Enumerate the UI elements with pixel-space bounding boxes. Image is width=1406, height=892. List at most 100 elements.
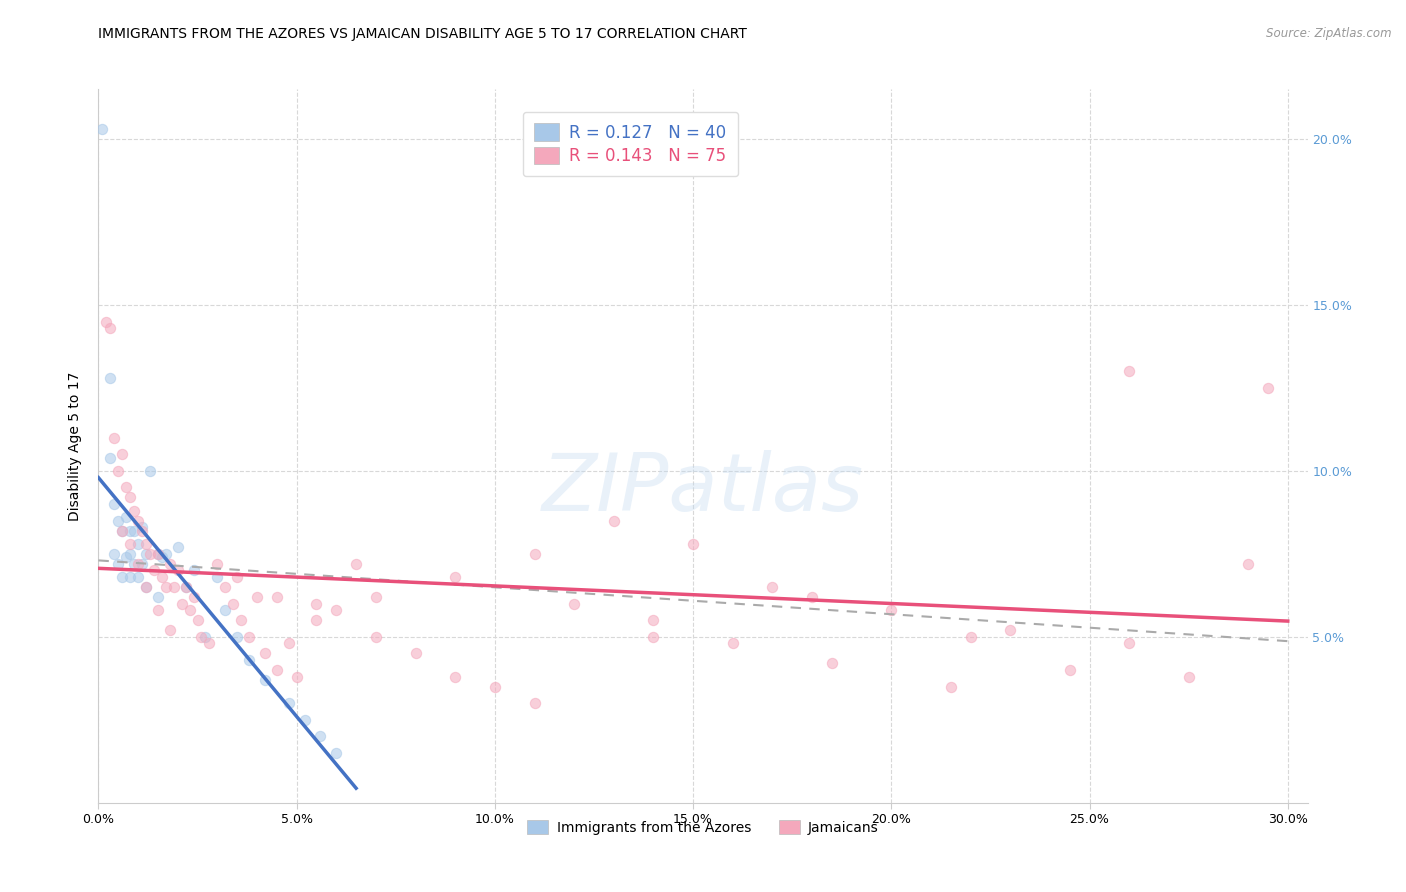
Point — [111, 570, 134, 584]
Point — [880, 603, 903, 617]
Point — [1118, 364, 1140, 378]
Point — [277, 636, 299, 650]
Point — [115, 550, 138, 565]
Point — [444, 570, 467, 584]
Point — [103, 497, 125, 511]
Point — [139, 464, 162, 478]
Point — [405, 647, 427, 661]
Point — [231, 613, 253, 627]
Point — [183, 564, 205, 578]
Point — [120, 537, 142, 551]
Point — [444, 670, 467, 684]
Text: ZIPatlas: ZIPatlas — [541, 450, 865, 528]
Point — [222, 597, 245, 611]
Point — [682, 537, 704, 551]
Point — [285, 670, 308, 684]
Point — [103, 431, 125, 445]
Point — [190, 630, 212, 644]
Point — [155, 580, 177, 594]
Text: Source: ZipAtlas.com: Source: ZipAtlas.com — [1267, 27, 1392, 40]
Point — [150, 570, 173, 584]
Point — [174, 580, 197, 594]
Point — [1059, 663, 1081, 677]
Point — [107, 464, 129, 478]
Point — [939, 680, 962, 694]
Point — [179, 603, 201, 617]
Point — [246, 590, 269, 604]
Point — [1177, 670, 1199, 684]
Point — [484, 680, 506, 694]
Point — [364, 630, 387, 644]
Point — [146, 603, 169, 617]
Point — [131, 524, 153, 538]
Point — [163, 580, 186, 594]
Point — [127, 537, 149, 551]
Point — [643, 630, 665, 644]
Point — [111, 524, 134, 538]
Point — [139, 547, 162, 561]
Point — [174, 580, 197, 594]
Text: IMMIGRANTS FROM THE AZORES VS JAMAICAN DISABILITY AGE 5 TO 17 CORRELATION CHART: IMMIGRANTS FROM THE AZORES VS JAMAICAN D… — [98, 27, 748, 41]
Point — [325, 603, 347, 617]
Point — [166, 540, 188, 554]
Point — [122, 504, 145, 518]
Point — [107, 514, 129, 528]
Point — [325, 746, 347, 760]
Point — [115, 510, 138, 524]
Point — [135, 547, 157, 561]
Point — [253, 673, 276, 687]
Point — [294, 713, 316, 727]
Point — [266, 663, 288, 677]
Point — [98, 371, 121, 385]
Point — [120, 491, 142, 505]
Point — [98, 450, 121, 465]
Point — [523, 696, 546, 710]
Point — [198, 636, 221, 650]
Point — [801, 590, 824, 604]
Point — [1257, 381, 1279, 395]
Point — [131, 520, 153, 534]
Point — [1237, 557, 1260, 571]
Point — [115, 481, 138, 495]
Point — [127, 557, 149, 571]
Point — [821, 657, 844, 671]
Point — [120, 524, 142, 538]
Point — [135, 537, 157, 551]
Point — [1118, 636, 1140, 650]
Point — [146, 547, 169, 561]
Point — [523, 547, 546, 561]
Point — [107, 557, 129, 571]
Point — [214, 603, 236, 617]
Point — [111, 447, 134, 461]
Point — [238, 653, 260, 667]
Point — [253, 647, 276, 661]
Point — [959, 630, 981, 644]
Point — [142, 564, 165, 578]
Point — [305, 613, 328, 627]
Point — [122, 557, 145, 571]
Point — [135, 580, 157, 594]
Point — [207, 557, 229, 571]
Point — [150, 550, 173, 565]
Point — [155, 547, 177, 561]
Point — [364, 590, 387, 604]
Point — [120, 547, 142, 561]
Y-axis label: Disability Age 5 to 17: Disability Age 5 to 17 — [69, 371, 83, 521]
Point — [103, 547, 125, 561]
Point — [159, 557, 181, 571]
Point — [562, 597, 585, 611]
Point — [226, 570, 249, 584]
Point — [127, 514, 149, 528]
Point — [166, 564, 188, 578]
Point — [1000, 624, 1022, 638]
Point — [238, 630, 260, 644]
Point — [131, 557, 153, 571]
Point — [266, 590, 288, 604]
Point — [643, 613, 665, 627]
Point — [194, 630, 217, 644]
Point — [721, 636, 744, 650]
Point — [146, 590, 169, 604]
Point — [761, 580, 783, 594]
Point — [122, 524, 145, 538]
Point — [127, 570, 149, 584]
